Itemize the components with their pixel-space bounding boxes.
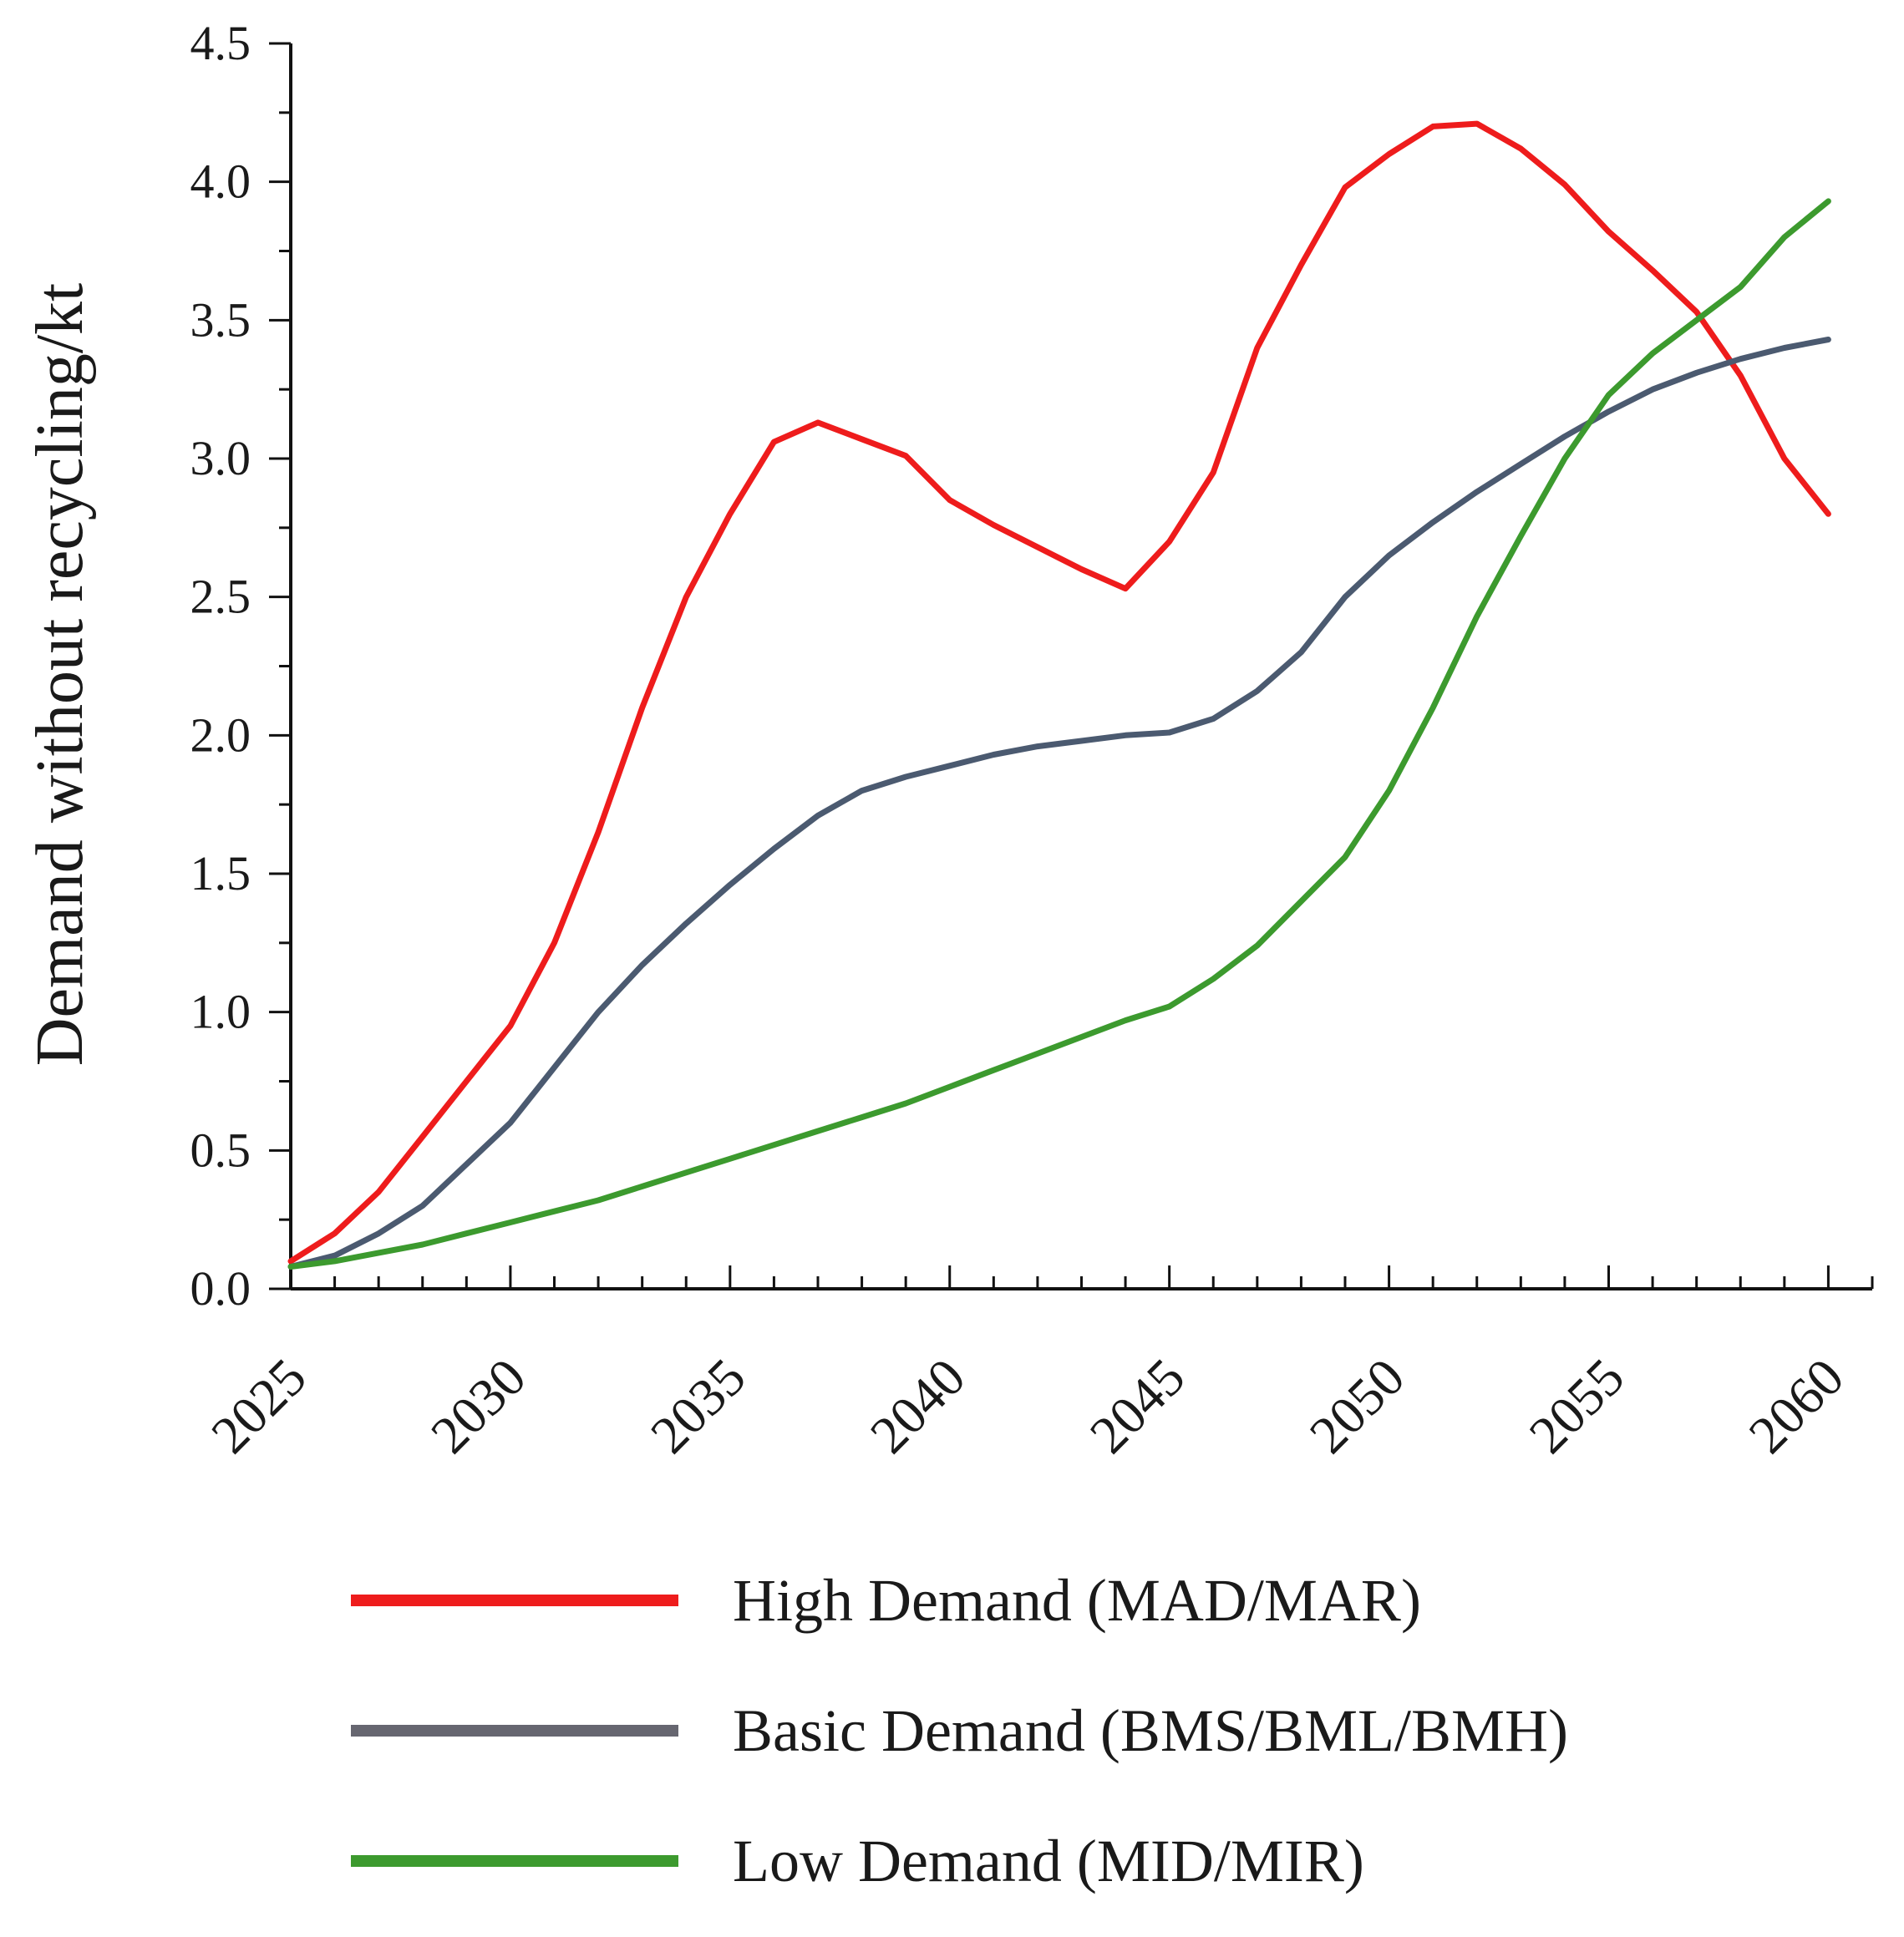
series-lines xyxy=(287,120,1831,1270)
y-tick-label: 1.0 xyxy=(190,985,251,1039)
y-axis-title: Demand without recycling/kt xyxy=(23,283,97,1067)
y-tick-label: 1.5 xyxy=(190,846,251,900)
x-tick-label: 2040 xyxy=(859,1347,977,1465)
series-line-1 xyxy=(287,120,1831,1265)
legend-label: High Demand (MAD/MAR) xyxy=(733,1567,1421,1634)
x-tick-label: 2055 xyxy=(1518,1347,1636,1465)
x-tick-label: 2030 xyxy=(419,1347,537,1465)
x-tick-label: 2025 xyxy=(200,1347,317,1465)
series-line-3 xyxy=(287,198,1831,1270)
y-tick-label: 2.0 xyxy=(190,707,251,762)
y-tick-label: 0.0 xyxy=(190,1261,251,1316)
y-tick-label: 0.5 xyxy=(190,1123,251,1177)
x-tick-label: 2045 xyxy=(1079,1347,1196,1465)
legend-label: Basic Demand (BMS/BML/BMH) xyxy=(733,1697,1568,1764)
series-line-2 xyxy=(287,337,1831,1270)
legend-label: Low Demand (MID/MIR) xyxy=(733,1828,1364,1894)
y-tick-label: 2.5 xyxy=(190,570,251,624)
x-tick-label: 2060 xyxy=(1738,1347,1856,1465)
legend: High Demand (MAD/MAR) Basic Demand (BMS/B… xyxy=(351,1567,1568,1894)
y-tick-label: 3.5 xyxy=(190,292,251,347)
x-tick-label: 2050 xyxy=(1298,1347,1416,1465)
axes: 0.0 0.5 1.0 1.5 2.0 2.5 3.0 3.5 4.0 4.5 2025 2030 20… xyxy=(190,16,1874,1465)
y-tick-label: 4.0 xyxy=(190,155,251,209)
x-tick-label: 2035 xyxy=(639,1347,757,1465)
y-tick-label: 4.5 xyxy=(190,16,251,70)
y-tick-label: 3.0 xyxy=(190,431,251,485)
